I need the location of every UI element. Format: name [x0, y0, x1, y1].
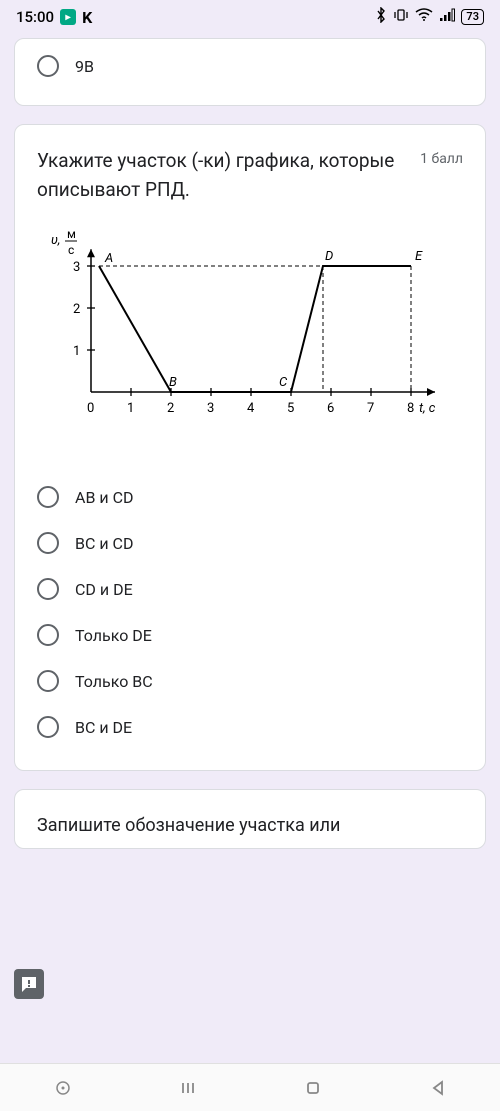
next-question-card: Запишите обозначение участка или	[14, 789, 486, 849]
vibrate-icon	[393, 8, 409, 26]
svg-text:6: 6	[327, 401, 334, 416]
bluetooth-icon	[375, 7, 387, 27]
radio-label: AB и CD	[75, 488, 134, 507]
signal-icon	[439, 8, 455, 26]
nav-recents[interactable]	[176, 1076, 200, 1100]
svg-text:1: 1	[127, 401, 134, 416]
radio-label: CD и DE	[75, 580, 133, 599]
radio-icon	[37, 578, 59, 600]
radio-option-9v[interactable]: 9В	[37, 45, 463, 87]
answer-options: AB и CD BC и CD CD и DE Только DE Только BC B…	[37, 476, 463, 748]
radio-label: 9В	[75, 57, 94, 76]
radio-label: Только DE	[75, 626, 152, 645]
svg-text:м: м	[67, 227, 76, 241]
svg-text:A: A	[104, 251, 113, 266]
radio-icon	[37, 532, 59, 554]
question-title: Укажите участок (-ки) графика, которые о…	[37, 147, 408, 204]
status-right: 73	[375, 7, 484, 27]
nav-back[interactable]	[426, 1076, 450, 1100]
status-bar: 15:00 ▸ K 73	[0, 0, 500, 34]
radio-label: BC и CD	[75, 534, 133, 553]
svg-text:0: 0	[87, 401, 94, 416]
system-nav-bar	[0, 1063, 500, 1111]
radio-option-2[interactable]: CD и DE	[37, 568, 463, 610]
svg-text:D: D	[325, 249, 333, 264]
svg-text:8: 8	[407, 401, 414, 416]
content-area[interactable]: 9В Укажите участок (-ки) графика, которы…	[0, 34, 500, 1063]
svg-text:3: 3	[73, 260, 80, 275]
svg-text:2: 2	[167, 401, 174, 416]
svg-text:4: 4	[247, 401, 255, 416]
feedback-icon	[20, 975, 38, 993]
radio-icon	[37, 716, 59, 738]
radio-option-1[interactable]: BC и CD	[37, 522, 463, 564]
svg-text:7: 7	[367, 401, 374, 416]
radio-icon	[37, 670, 59, 692]
notif-icon: ▸	[60, 9, 76, 25]
next-question-title: Запишите обозначение участка или	[37, 812, 463, 839]
svg-text:с: с	[68, 243, 74, 257]
radio-label: BC и DE	[75, 718, 132, 737]
clock: 15:00	[16, 8, 54, 26]
nav-home[interactable]	[301, 1076, 325, 1100]
svg-text:1: 1	[73, 344, 80, 359]
svg-text:t, с: t, с	[419, 401, 436, 416]
svg-text:υ,: υ,	[51, 233, 60, 248]
question-card: Укажите участок (-ки) графика, которые о…	[14, 124, 486, 771]
velocity-chart: υ, мс 0 1 2 3 4 5 6 7 8 1 2 3 t, с A B C D E	[33, 222, 467, 446]
radio-icon	[37, 486, 59, 508]
svg-text:3: 3	[207, 401, 214, 416]
prev-question-card: 9В	[14, 38, 486, 106]
nav-assistant[interactable]	[51, 1076, 75, 1100]
status-left: 15:00 ▸ K	[16, 8, 92, 27]
radio-option-4[interactable]: Только BC	[37, 660, 463, 702]
radio-icon	[37, 624, 59, 646]
question-points: 1 балл	[420, 147, 463, 204]
radio-option-3[interactable]: Только DE	[37, 614, 463, 656]
svg-text:B: B	[169, 375, 177, 390]
svg-text:E: E	[415, 249, 423, 264]
app-indicator: K	[82, 8, 92, 27]
svg-text:2: 2	[73, 302, 80, 317]
radio-option-0[interactable]: AB и CD	[37, 476, 463, 518]
wifi-icon	[415, 8, 433, 26]
radio-icon	[37, 55, 59, 77]
svg-text:C: C	[279, 375, 288, 390]
question-header: Укажите участок (-ки) графика, которые о…	[37, 147, 463, 204]
feedback-button[interactable]	[14, 969, 44, 999]
radio-option-5[interactable]: BC и DE	[37, 706, 463, 748]
svg-text:5: 5	[287, 401, 294, 416]
battery-indicator: 73	[461, 9, 484, 25]
radio-label: Только BC	[75, 672, 153, 691]
